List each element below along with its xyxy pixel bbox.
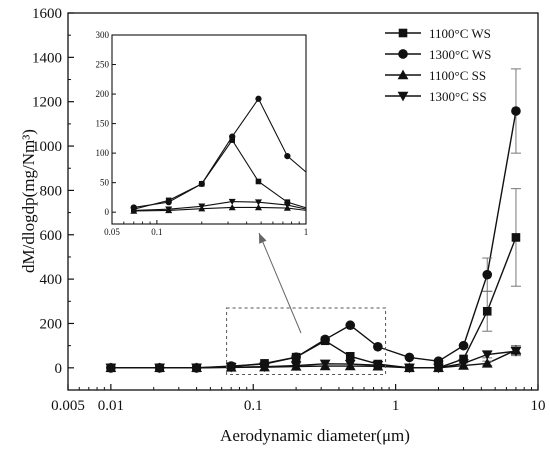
- inset-data-point: [228, 198, 236, 206]
- data-point: [511, 233, 521, 242]
- series-line: [110, 350, 517, 369]
- zoom-region: [226, 232, 387, 375]
- legend-marker: [397, 69, 409, 80]
- data-point: [482, 269, 493, 280]
- inset-data-point: [254, 203, 262, 211]
- inset-data-point: [284, 152, 291, 160]
- legend: 1100°C WS 1300°C WS 1100°C SS 1300°C SS: [385, 26, 491, 104]
- inset-y-tick-label: 200: [96, 89, 110, 99]
- y-tick-label: 400: [40, 272, 63, 288]
- legend-label: 1100°C SS: [429, 68, 486, 83]
- inset-x-tick-label: 0.1: [151, 227, 162, 237]
- data-point: [154, 363, 165, 374]
- inset-data-point: [198, 180, 205, 187]
- data-point: [259, 362, 270, 373]
- legend-item: 1300°C WS: [385, 47, 491, 62]
- legend-item: 1300°C SS: [385, 89, 487, 104]
- inset-data-point: [229, 137, 236, 143]
- data-point: [404, 352, 415, 363]
- data-point: [459, 354, 468, 364]
- data-point: [481, 358, 493, 368]
- legend-label: 1300°C WS: [429, 47, 491, 62]
- inset-y-tick-label: 0: [105, 207, 110, 217]
- data-point: [433, 363, 444, 374]
- inset-x-tick-label: 1: [304, 227, 309, 237]
- inset-series-4: [130, 198, 306, 214]
- inset-data-point: [284, 199, 291, 205]
- inset-data-point: [229, 133, 236, 140]
- data-point: [344, 359, 356, 370]
- plot-frame: [67, 12, 539, 391]
- data-point: [482, 306, 492, 316]
- inset-data-point: [130, 207, 138, 214]
- inset-data-point: [283, 202, 291, 209]
- x-tick-label: 1: [392, 398, 400, 414]
- data-point: [105, 363, 117, 374]
- series-line: [110, 237, 517, 369]
- inset-data-point: [255, 178, 262, 185]
- data-point: [345, 320, 356, 331]
- inset-data-point: [198, 203, 206, 210]
- y-tick-label: 1400: [32, 50, 62, 66]
- data-point: [373, 341, 383, 352]
- inset-x-tick-label: 0.05: [104, 227, 120, 237]
- data-point: [319, 359, 331, 370]
- data-point: [458, 340, 469, 351]
- data-point: [290, 361, 302, 371]
- x-tick-label: 0.1: [244, 398, 263, 414]
- legend-label: 1300°C SS: [429, 89, 487, 104]
- zoom-arrow-head: [259, 233, 267, 244]
- data-point: [345, 351, 355, 361]
- inset-series-group: [130, 95, 306, 214]
- inset-y-tick-label: 50: [100, 178, 110, 188]
- y-tick-label: 1200: [32, 95, 62, 111]
- y-tick-label: 1600: [32, 6, 62, 22]
- inset-y-tick-label: 150: [96, 119, 110, 129]
- legend-item: 1100°C SS: [385, 68, 486, 83]
- inset-y-tick-label: 100: [96, 148, 110, 158]
- legend-marker: [398, 49, 408, 59]
- inset-data-point: [165, 199, 172, 206]
- inset-plot: 0 50 100 150 200 250 300 0.05 0.1 1: [96, 30, 309, 237]
- inset-y-tick-label: 250: [96, 60, 110, 70]
- y-tick-label: 800: [40, 183, 63, 199]
- y-tick-label: 0: [55, 361, 63, 377]
- inset-data-point: [228, 203, 236, 211]
- x-tick-label: 0.01: [98, 398, 124, 414]
- legend-label: 1100°C WS: [429, 26, 491, 41]
- zoom-arrow: [258, 232, 302, 334]
- data-point: [458, 359, 469, 369]
- inset-data-point: [254, 199, 262, 206]
- inset-frame: [111, 34, 307, 225]
- y-tick-label: 1000: [32, 139, 62, 155]
- legend-marker: [397, 91, 409, 102]
- legend-item: 1100°C WS: [385, 26, 491, 41]
- data-point: [320, 334, 330, 345]
- data-point: [291, 352, 301, 362]
- inset-data-point: [165, 206, 173, 213]
- x-tick-label: 10: [531, 398, 546, 414]
- data-point: [404, 363, 415, 374]
- inset-data-point: [255, 95, 262, 102]
- y-tick-label: 600: [40, 228, 63, 244]
- x-tick-label: 0.005: [51, 398, 85, 414]
- data-point: [511, 106, 521, 116]
- zoom-box: [226, 307, 387, 375]
- data-point: [510, 346, 522, 357]
- series-4: [105, 346, 522, 374]
- data-point: [191, 363, 202, 374]
- legend-marker: [398, 28, 408, 38]
- data-point: [481, 350, 493, 360]
- data-point: [372, 360, 384, 371]
- inset-y-tick-label: 300: [96, 30, 110, 40]
- inset-series-2: [130, 95, 306, 211]
- data-point: [433, 356, 444, 366]
- y-tick-label: 200: [40, 316, 63, 332]
- y-axis-title: dM/dlogdp(mg/Nm³): [19, 129, 38, 273]
- data-point: [225, 362, 237, 373]
- x-axis-title: Aerodynamic diameter(μm): [220, 426, 410, 445]
